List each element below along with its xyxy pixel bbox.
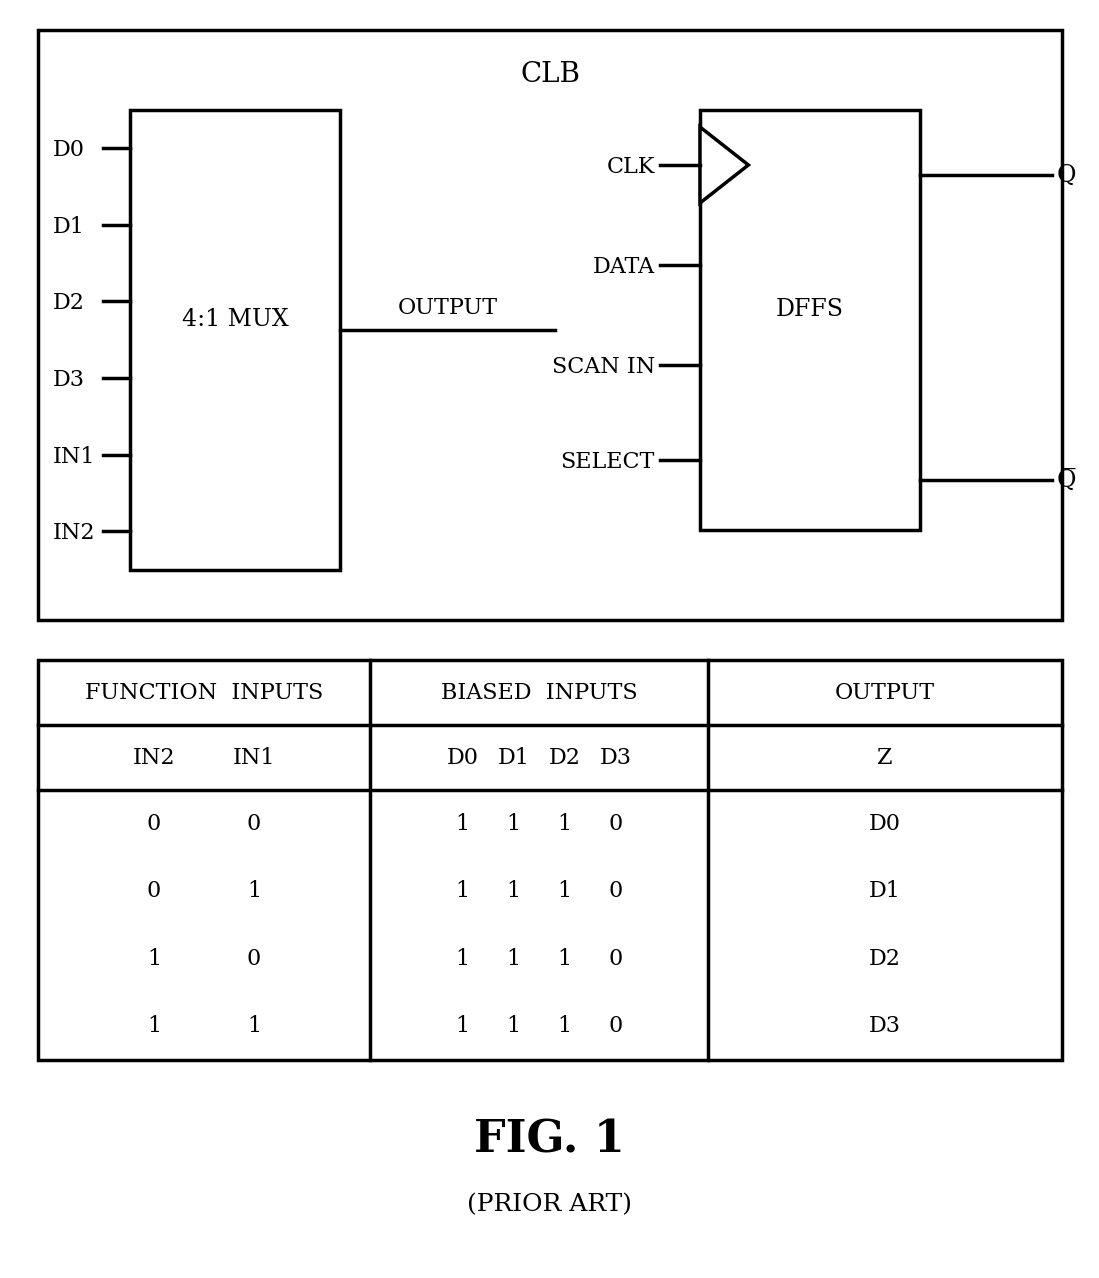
- Text: Q: Q: [1057, 164, 1077, 187]
- Text: IN1: IN1: [53, 446, 96, 468]
- Text: 1: 1: [557, 813, 571, 835]
- Text: 4:1 MUX: 4:1 MUX: [181, 308, 288, 331]
- Text: D1: D1: [498, 748, 530, 769]
- Text: 1: 1: [455, 1015, 469, 1038]
- Text: 0: 0: [147, 813, 162, 835]
- Text: D3: D3: [869, 1015, 901, 1038]
- Text: D3: D3: [599, 748, 632, 769]
- Polygon shape: [700, 127, 748, 203]
- Text: 1: 1: [507, 1015, 521, 1038]
- Text: D0: D0: [446, 748, 478, 769]
- Text: OUTPUT: OUTPUT: [835, 682, 935, 704]
- Text: 1: 1: [507, 881, 521, 902]
- Text: DATA: DATA: [592, 256, 655, 279]
- Text: OUTPUT: OUTPUT: [398, 296, 498, 320]
- Text: 0: 0: [609, 813, 623, 835]
- Text: 0: 0: [247, 813, 262, 835]
- Text: BIASED  INPUTS: BIASED INPUTS: [441, 682, 637, 704]
- Bar: [38, 29, 1062, 620]
- Text: IN1: IN1: [233, 748, 275, 769]
- Text: 0: 0: [609, 948, 623, 970]
- Bar: [700, 110, 920, 530]
- Text: D2: D2: [53, 291, 85, 314]
- Text: IN2: IN2: [53, 521, 96, 544]
- Text: 1: 1: [557, 948, 571, 970]
- Text: 1: 1: [557, 881, 571, 902]
- Text: Q̅: Q̅: [1057, 469, 1077, 492]
- Text: D2: D2: [869, 948, 901, 970]
- Text: D3: D3: [53, 369, 85, 391]
- Text: 1: 1: [557, 1015, 571, 1038]
- Text: FIG. 1: FIG. 1: [474, 1118, 625, 1162]
- Text: 1: 1: [247, 1015, 262, 1038]
- Text: FUNCTION  INPUTS: FUNCTION INPUTS: [85, 682, 323, 704]
- Text: 1: 1: [455, 948, 469, 970]
- Text: 1: 1: [147, 948, 162, 970]
- Text: CLK: CLK: [607, 156, 655, 178]
- Text: SCAN IN: SCAN IN: [552, 357, 655, 378]
- Bar: [130, 110, 340, 570]
- Text: IN2: IN2: [133, 748, 175, 769]
- Text: Z: Z: [877, 748, 892, 769]
- Text: 0: 0: [609, 881, 623, 902]
- Text: D0: D0: [53, 139, 85, 161]
- Text: DFFS: DFFS: [776, 299, 844, 322]
- Text: 0: 0: [147, 881, 162, 902]
- Text: D1: D1: [869, 881, 901, 902]
- Text: CLB: CLB: [520, 61, 580, 88]
- Text: D0: D0: [869, 813, 901, 835]
- Text: 1: 1: [507, 813, 521, 835]
- Text: 1: 1: [455, 813, 469, 835]
- Text: 1: 1: [147, 1015, 162, 1038]
- Text: 0: 0: [247, 948, 262, 970]
- Text: 1: 1: [247, 881, 262, 902]
- Text: SELECT: SELECT: [560, 451, 655, 473]
- Text: 1: 1: [507, 948, 521, 970]
- Text: 0: 0: [609, 1015, 623, 1038]
- Text: D2: D2: [548, 748, 580, 769]
- Text: (PRIOR ART): (PRIOR ART): [467, 1194, 632, 1217]
- Bar: [38, 659, 1062, 1059]
- Text: D1: D1: [53, 216, 85, 238]
- Text: 1: 1: [455, 881, 469, 902]
